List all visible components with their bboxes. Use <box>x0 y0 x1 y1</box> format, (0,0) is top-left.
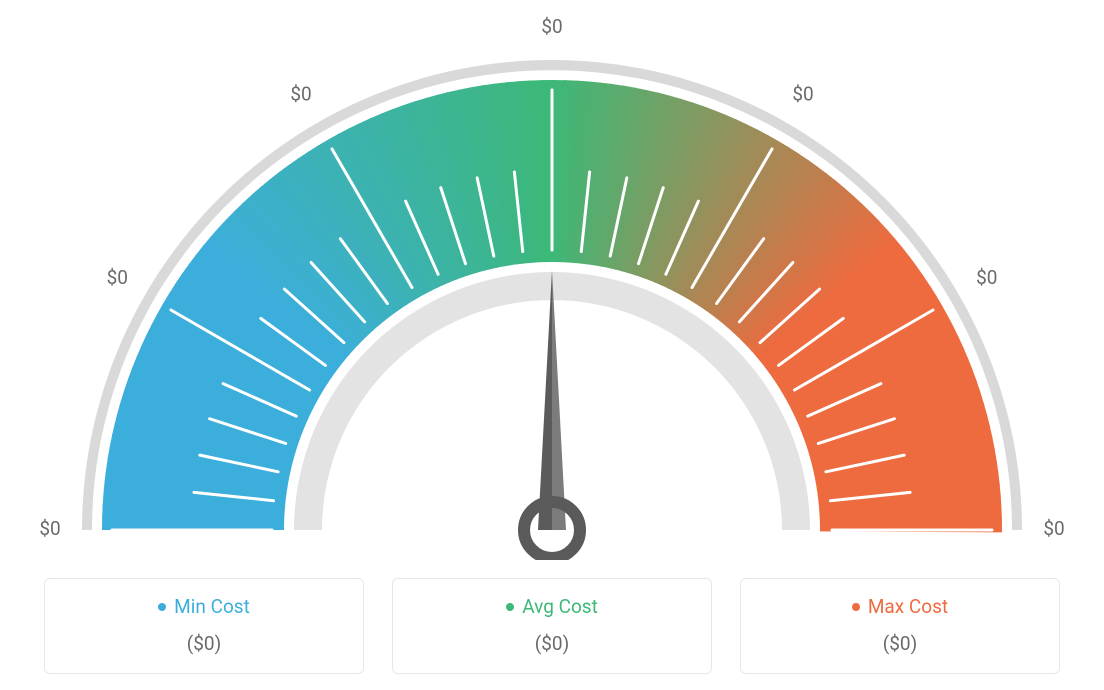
legend-label-min: Min Cost <box>174 595 250 618</box>
svg-text:$0: $0 <box>1043 517 1064 540</box>
svg-text:$0: $0 <box>290 82 311 105</box>
legend-card-min: Min Cost ($0) <box>44 578 364 674</box>
legend-value-min: ($0) <box>45 632 363 655</box>
legend-label-avg: Avg Cost <box>522 595 598 618</box>
legend-dot-avg <box>506 603 514 611</box>
legend-value-avg: ($0) <box>393 632 711 655</box>
legend-title-min: Min Cost <box>158 595 250 618</box>
legend-row: Min Cost ($0) Avg Cost ($0) Max Cost ($0… <box>0 578 1104 674</box>
svg-text:$0: $0 <box>976 266 997 289</box>
legend-title-avg: Avg Cost <box>506 595 598 618</box>
legend-card-max: Max Cost ($0) <box>740 578 1060 674</box>
svg-text:$0: $0 <box>792 82 813 105</box>
legend-dot-max <box>852 603 860 611</box>
legend-dot-min <box>158 603 166 611</box>
svg-text:$0: $0 <box>107 266 128 289</box>
gauge-svg: $0 $0 $0 $0 $0 $0 $0 <box>0 0 1104 560</box>
svg-text:$0: $0 <box>541 15 562 38</box>
legend-title-max: Max Cost <box>852 595 948 618</box>
legend-value-max: ($0) <box>741 632 1059 655</box>
legend-label-max: Max Cost <box>868 595 948 618</box>
svg-text:$0: $0 <box>39 517 60 540</box>
legend-card-avg: Avg Cost ($0) <box>392 578 712 674</box>
gauge-chart: $0 $0 $0 $0 $0 $0 $0 <box>0 0 1104 560</box>
